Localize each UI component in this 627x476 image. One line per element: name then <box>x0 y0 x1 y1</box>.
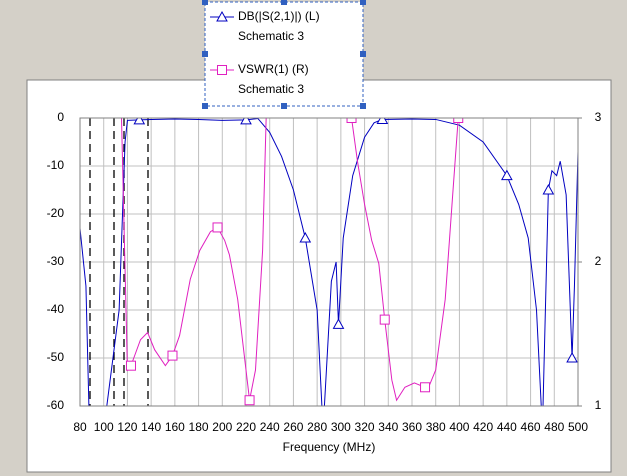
legend[interactable]: DB(|S(2,1)|) (L) Schematic 3 VSWR(1) (R) Sc… <box>202 0 366 109</box>
marker <box>167 350 178 361</box>
legend-source: Schematic 3 <box>238 29 304 43</box>
x-tick-label: 460 <box>521 420 541 434</box>
marker <box>133 118 146 125</box>
resize-handle <box>281 103 287 109</box>
marker <box>346 118 357 123</box>
x-tick-label: 420 <box>473 420 493 434</box>
x-tick-label: 120 <box>117 420 137 434</box>
series-line <box>351 118 459 402</box>
legend-label: DB(|S(2,1)|) (L) <box>238 9 320 23</box>
series <box>80 118 578 406</box>
x-tick-label: 160 <box>165 420 185 434</box>
x-tick-label: 500 <box>568 420 588 434</box>
y2-tick-label: 1 <box>595 398 602 412</box>
marker <box>216 10 228 22</box>
y-tick-label: -10 <box>47 158 65 172</box>
x-tick-label: 80 <box>73 420 87 434</box>
x-tick-label: 260 <box>283 420 303 434</box>
y-tick-label: -40 <box>47 302 65 316</box>
x-tick-label: 360 <box>402 420 422 434</box>
marker <box>240 118 252 125</box>
y-tick-label: 0 <box>57 110 64 124</box>
x-tick-label: 100 <box>94 420 114 434</box>
marker <box>217 65 227 75</box>
marker <box>542 183 555 195</box>
y-tick-label: -20 <box>47 206 65 220</box>
marker <box>244 395 255 406</box>
marker <box>212 222 223 233</box>
x-tick-label: 280 <box>307 420 327 434</box>
resize-handle <box>360 0 366 5</box>
x-tick-label: 200 <box>212 420 232 434</box>
x-tick-label: 480 <box>544 420 564 434</box>
resize-handle <box>360 103 366 109</box>
resize-handle <box>202 103 208 109</box>
x-tick-label: 400 <box>449 420 469 434</box>
series-line <box>121 118 267 401</box>
x-axis-label: Frequency (MHz) <box>283 440 376 454</box>
x-tick-label: 440 <box>497 420 517 434</box>
resize-handle <box>281 0 287 5</box>
x-tick-label: 300 <box>331 420 351 434</box>
x-tick-label: 320 <box>355 420 375 434</box>
resize-handle <box>202 51 208 57</box>
marker <box>566 351 578 363</box>
x-tick-label: 180 <box>189 420 209 434</box>
x-tick-label: 220 <box>236 420 256 434</box>
marker <box>379 314 390 325</box>
marker <box>501 169 513 181</box>
x-tick-label: 380 <box>426 420 446 434</box>
marker <box>299 231 312 243</box>
x-tick-label: 140 <box>141 420 161 434</box>
marker <box>376 118 389 124</box>
legend-source: Schematic 3 <box>238 82 304 96</box>
resize-handle <box>360 51 366 57</box>
x-tick-label: 340 <box>378 420 398 434</box>
y2-tick-label: 2 <box>595 254 602 268</box>
marker-lines <box>89 118 149 406</box>
marker <box>125 360 136 371</box>
marker <box>332 318 345 329</box>
y2-tick-label: 3 <box>595 110 602 124</box>
y-tick-label: -60 <box>47 398 65 412</box>
y-tick-label: -30 <box>47 254 65 268</box>
legend-label: VSWR(1) (R) <box>238 62 309 76</box>
marker <box>453 118 464 123</box>
x-tick-label: 240 <box>260 420 280 434</box>
y-tick-label: -50 <box>47 350 65 364</box>
legend-box[interactable] <box>204 1 364 107</box>
resize-handle <box>202 0 208 5</box>
marker <box>420 382 431 393</box>
